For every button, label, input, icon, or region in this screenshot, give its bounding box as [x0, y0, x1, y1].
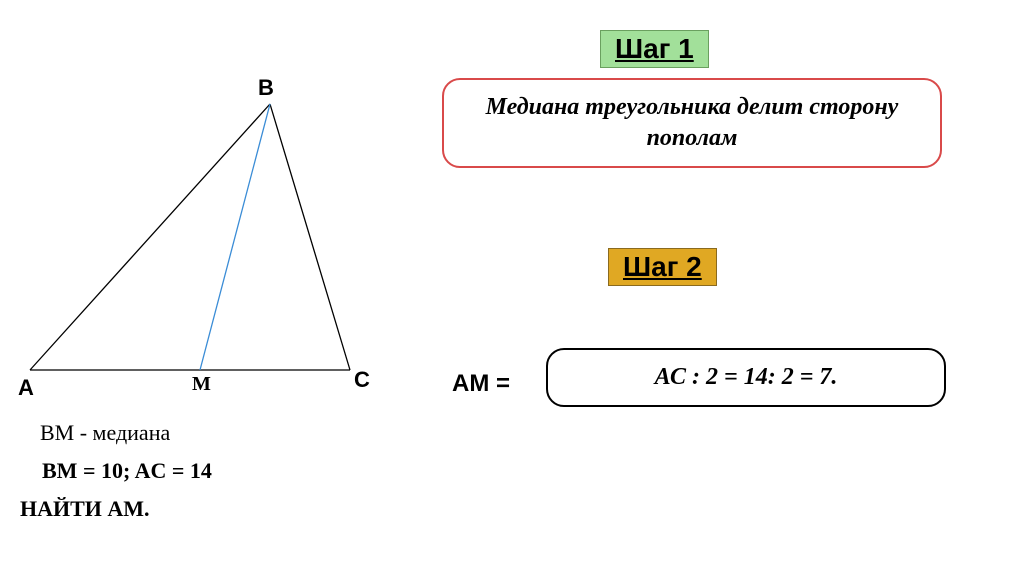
- theorem-box: Медиана треугольника делит сторону попол…: [442, 78, 942, 168]
- answer-box: АС : 2 = 14: 2 = 7.: [546, 348, 946, 407]
- caption-given: BM = 10; AC = 14: [42, 458, 212, 484]
- triangle-diagram: [10, 80, 390, 390]
- vertex-label-A: A: [18, 375, 34, 401]
- edge-AB: [30, 104, 270, 370]
- step1-badge: Шаг 1: [600, 30, 709, 68]
- answer-prefix: АМ =: [452, 370, 510, 398]
- edge-BC: [270, 104, 350, 370]
- vertex-label-M: M: [192, 373, 211, 396]
- vertex-label-C: C: [354, 367, 370, 393]
- caption-median: ВМ - медиана: [40, 420, 170, 446]
- vertex-label-B: B: [258, 75, 274, 101]
- step2-badge: Шаг 2: [608, 248, 717, 286]
- median-BM: [200, 104, 270, 370]
- caption-find: НАЙТИ АМ.: [20, 496, 150, 522]
